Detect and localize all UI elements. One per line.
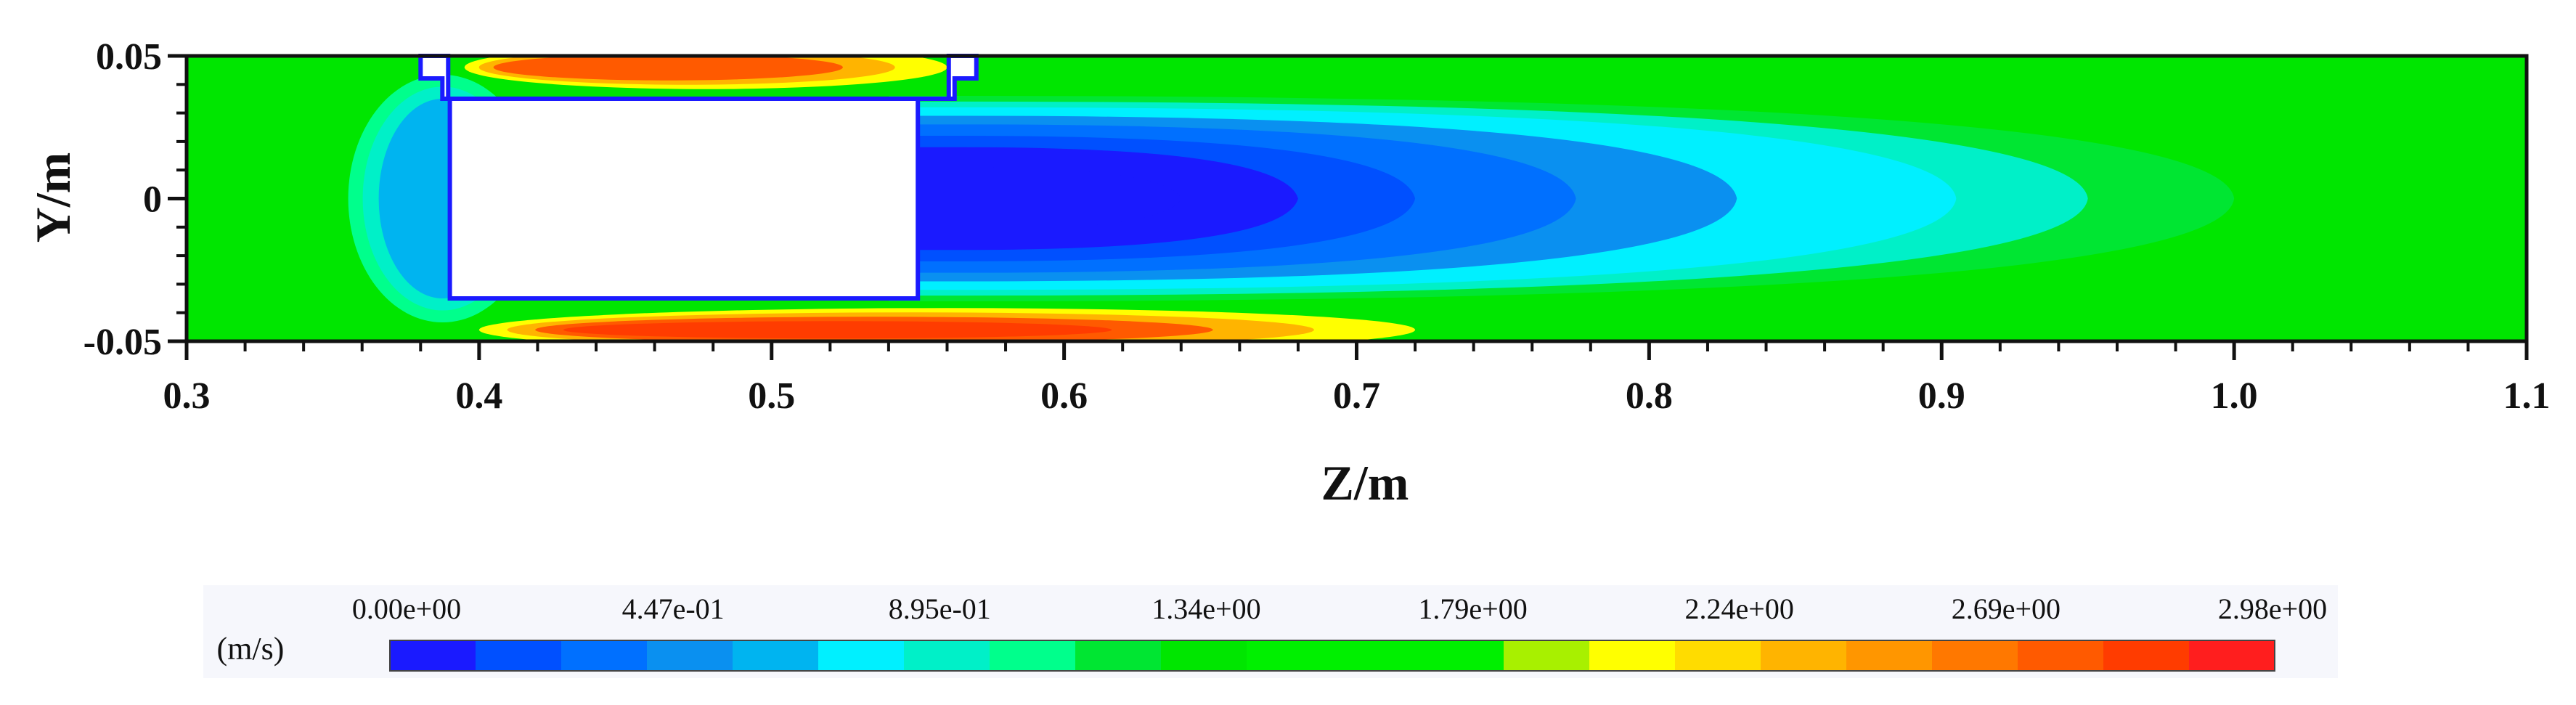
colorbar-swatches bbox=[390, 640, 2275, 671]
colorbar-labels: 0.00e+00 4.47e-01 8.95e-01 1.34e+00 1.79e+00… bbox=[352, 592, 2327, 625]
colorbar-tick-label: 1.79e+00 bbox=[1418, 592, 1527, 625]
colorbar-swatch bbox=[647, 640, 733, 671]
x-axis-ticks: 0.3 0.4 0.5 0.6 0.7 0.8 0.9 1.0 1.1 bbox=[163, 341, 2551, 417]
colorbar-swatch bbox=[1589, 640, 1676, 671]
colorbar-swatch bbox=[390, 640, 476, 671]
y-tick-label: 0.05 bbox=[96, 36, 162, 78]
colorbar-swatch bbox=[2103, 640, 2190, 671]
colorbar-tick-label: 2.69e+00 bbox=[1952, 592, 2061, 625]
colorbar-swatch bbox=[1846, 640, 1933, 671]
x-tick-label: 0.8 bbox=[1626, 375, 1673, 417]
colorbar-swatch bbox=[1504, 640, 1590, 671]
y-tick-label: 0 bbox=[143, 179, 162, 221]
colorbar-tick-label: 2.98e+00 bbox=[2218, 592, 2327, 625]
colorbar-swatch bbox=[818, 640, 905, 671]
colorbar-swatch bbox=[733, 640, 819, 671]
colorbar-tick-label: 1.34e+00 bbox=[1152, 592, 1260, 625]
velocity-field bbox=[187, 56, 2527, 341]
obstacle-body bbox=[418, 54, 979, 301]
colorbar-swatch bbox=[990, 640, 1076, 671]
y-axis-ticks: 0.05 0 -0.05 bbox=[83, 36, 187, 363]
colorbar-tick-label: 8.95e-01 bbox=[889, 592, 991, 625]
y-axis-title: Y/m bbox=[25, 152, 81, 243]
colorbar: 0.00e+00 4.47e-01 8.95e-01 1.34e+00 1.79e+00… bbox=[203, 585, 2338, 678]
x-tick-label: 0.4 bbox=[455, 375, 502, 417]
colorbar-swatch bbox=[1075, 640, 1162, 671]
colorbar-swatch bbox=[1932, 640, 2018, 671]
gap-jet-contour bbox=[493, 56, 843, 81]
x-tick-label: 0.6 bbox=[1040, 375, 1088, 417]
colorbar-swatch bbox=[561, 640, 648, 671]
obstacle-shape bbox=[418, 54, 979, 301]
gap-jet-contour bbox=[563, 321, 1112, 339]
colorbar-swatch bbox=[476, 640, 562, 671]
colorbar-tick-label: 4.47e-01 bbox=[622, 592, 725, 625]
colorbar-swatch bbox=[2018, 640, 2104, 671]
colorbar-frame bbox=[389, 640, 2275, 672]
y-tick-label: -0.05 bbox=[83, 322, 162, 363]
wake-contour bbox=[961, 167, 1181, 230]
x-tick-label: 0.7 bbox=[1333, 375, 1380, 417]
colorbar-swatch bbox=[1675, 640, 1761, 671]
colorbar-swatch bbox=[904, 640, 990, 671]
colorbar-unit: (m/s) bbox=[217, 631, 285, 667]
colorbar-swatch bbox=[1418, 640, 1504, 671]
colorbar-tick-label: 0.00e+00 bbox=[352, 592, 461, 625]
x-tick-label: 0.5 bbox=[748, 375, 795, 417]
x-axis-title: Z/m bbox=[1321, 455, 1409, 510]
colorbar-swatch bbox=[1247, 640, 1333, 671]
colorbar-swatch bbox=[1761, 640, 1847, 671]
colorbar-swatch bbox=[1332, 640, 1419, 671]
x-tick-label: 1.0 bbox=[2211, 375, 2258, 417]
x-tick-label: 0.9 bbox=[1918, 375, 1965, 417]
colorbar-tick-label: 2.24e+00 bbox=[1685, 592, 1794, 625]
colorbar-swatch bbox=[2189, 640, 2275, 671]
colorbar-swatch bbox=[1161, 640, 1247, 671]
x-tick-label: 1.1 bbox=[2503, 375, 2551, 417]
x-tick-label: 0.3 bbox=[163, 375, 211, 417]
